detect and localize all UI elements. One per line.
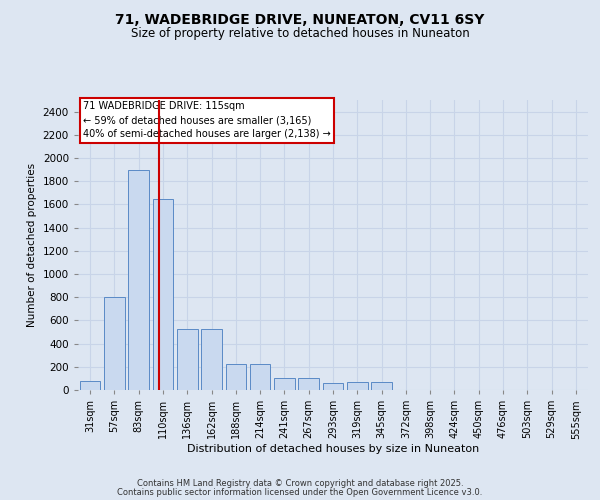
Bar (177, 328, 197, 390)
Bar (104, 297, 125, 390)
Bar (128, 170, 149, 390)
Text: Contains public sector information licensed under the Open Government Licence v3: Contains public sector information licen… (118, 488, 482, 497)
Text: Contains HM Land Registry data © Crown copyright and database right 2025.: Contains HM Land Registry data © Crown c… (137, 478, 463, 488)
Bar (298, 378, 319, 390)
Text: 71, WADEBRIDGE DRIVE, NUNEATON, CV11 6SY: 71, WADEBRIDGE DRIVE, NUNEATON, CV11 6SY (115, 12, 485, 26)
Bar (250, 364, 271, 390)
Bar (347, 382, 368, 390)
Text: 71 WADEBRIDGE DRIVE: 115sqm
← 59% of detached houses are smaller (3,165)
40% of : 71 WADEBRIDGE DRIVE: 115sqm ← 59% of det… (83, 102, 331, 140)
Bar (201, 328, 222, 390)
Text: Size of property relative to detached houses in Nuneaton: Size of property relative to detached ho… (131, 28, 469, 40)
Bar (371, 382, 392, 390)
Bar (226, 364, 246, 390)
Bar (152, 198, 173, 390)
X-axis label: Distribution of detached houses by size in Nuneaton: Distribution of detached houses by size … (187, 444, 479, 454)
Bar (274, 378, 295, 390)
Bar (323, 383, 343, 390)
Bar (80, 380, 100, 390)
Y-axis label: Number of detached properties: Number of detached properties (27, 163, 37, 327)
